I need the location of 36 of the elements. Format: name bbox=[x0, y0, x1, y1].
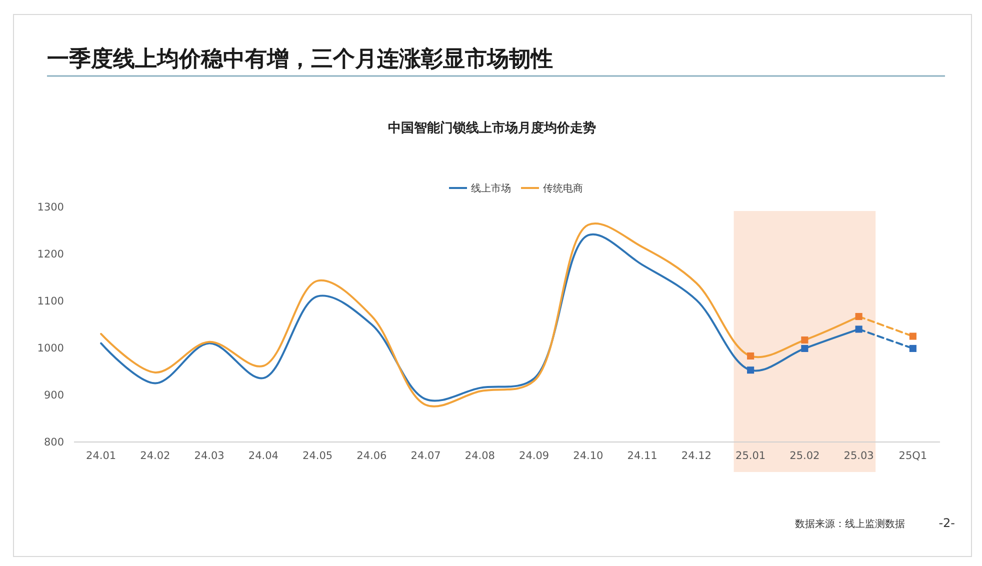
point bbox=[909, 344, 916, 352]
point bbox=[747, 366, 754, 374]
point bbox=[747, 352, 754, 360]
y-tick-label: 1100 bbox=[37, 296, 64, 308]
x-tick-label: 24.05 bbox=[302, 450, 333, 462]
chart-title: 一季度线上均价稳中有增，三个月连涨彰显市场韧性 bbox=[47, 46, 553, 72]
text: -2- bbox=[938, 516, 955, 530]
point bbox=[855, 312, 862, 320]
x-tick-label: 25.01 bbox=[736, 450, 766, 462]
x-tick-label: 25.02 bbox=[790, 450, 820, 462]
point bbox=[801, 336, 808, 344]
x-tick-label: 24.02 bbox=[140, 450, 170, 462]
point bbox=[855, 326, 862, 333]
x-tick-label: 24.10 bbox=[573, 450, 604, 462]
y-tick-label: 900 bbox=[44, 390, 64, 402]
x-tick-label: 24.07 bbox=[410, 450, 441, 462]
x-tick-label: 24.08 bbox=[464, 450, 495, 462]
x-tick-label: 25.03 bbox=[844, 450, 874, 462]
legend-label: 传统电商 bbox=[543, 182, 583, 194]
x-tick-label: 24.01 bbox=[86, 450, 116, 462]
x-tick-label: 24.11 bbox=[627, 450, 658, 462]
x-tick-label: 24.04 bbox=[248, 450, 279, 462]
point bbox=[801, 344, 808, 352]
legend-label: 线上市场 bbox=[471, 182, 511, 194]
point bbox=[909, 332, 916, 340]
y-tick-label: 1000 bbox=[37, 342, 64, 355]
x-tick-label: 24.12 bbox=[681, 450, 712, 462]
x-tick-label: 24.09 bbox=[519, 450, 550, 462]
x-tick-label: 24.03 bbox=[194, 450, 224, 462]
y-tick-label: 1200 bbox=[37, 248, 64, 261]
source-note: 数据来源：线上监测数据 bbox=[795, 518, 905, 530]
x-tick-label: 25Q1 bbox=[898, 450, 928, 462]
chart-subtitle: 中国智能门锁线上市场月度均价走势 bbox=[388, 120, 596, 136]
x-tick-label: 24.06 bbox=[356, 450, 388, 462]
y-tick-label: 1300 bbox=[37, 202, 64, 214]
y-tick-label: 800 bbox=[44, 436, 64, 449]
